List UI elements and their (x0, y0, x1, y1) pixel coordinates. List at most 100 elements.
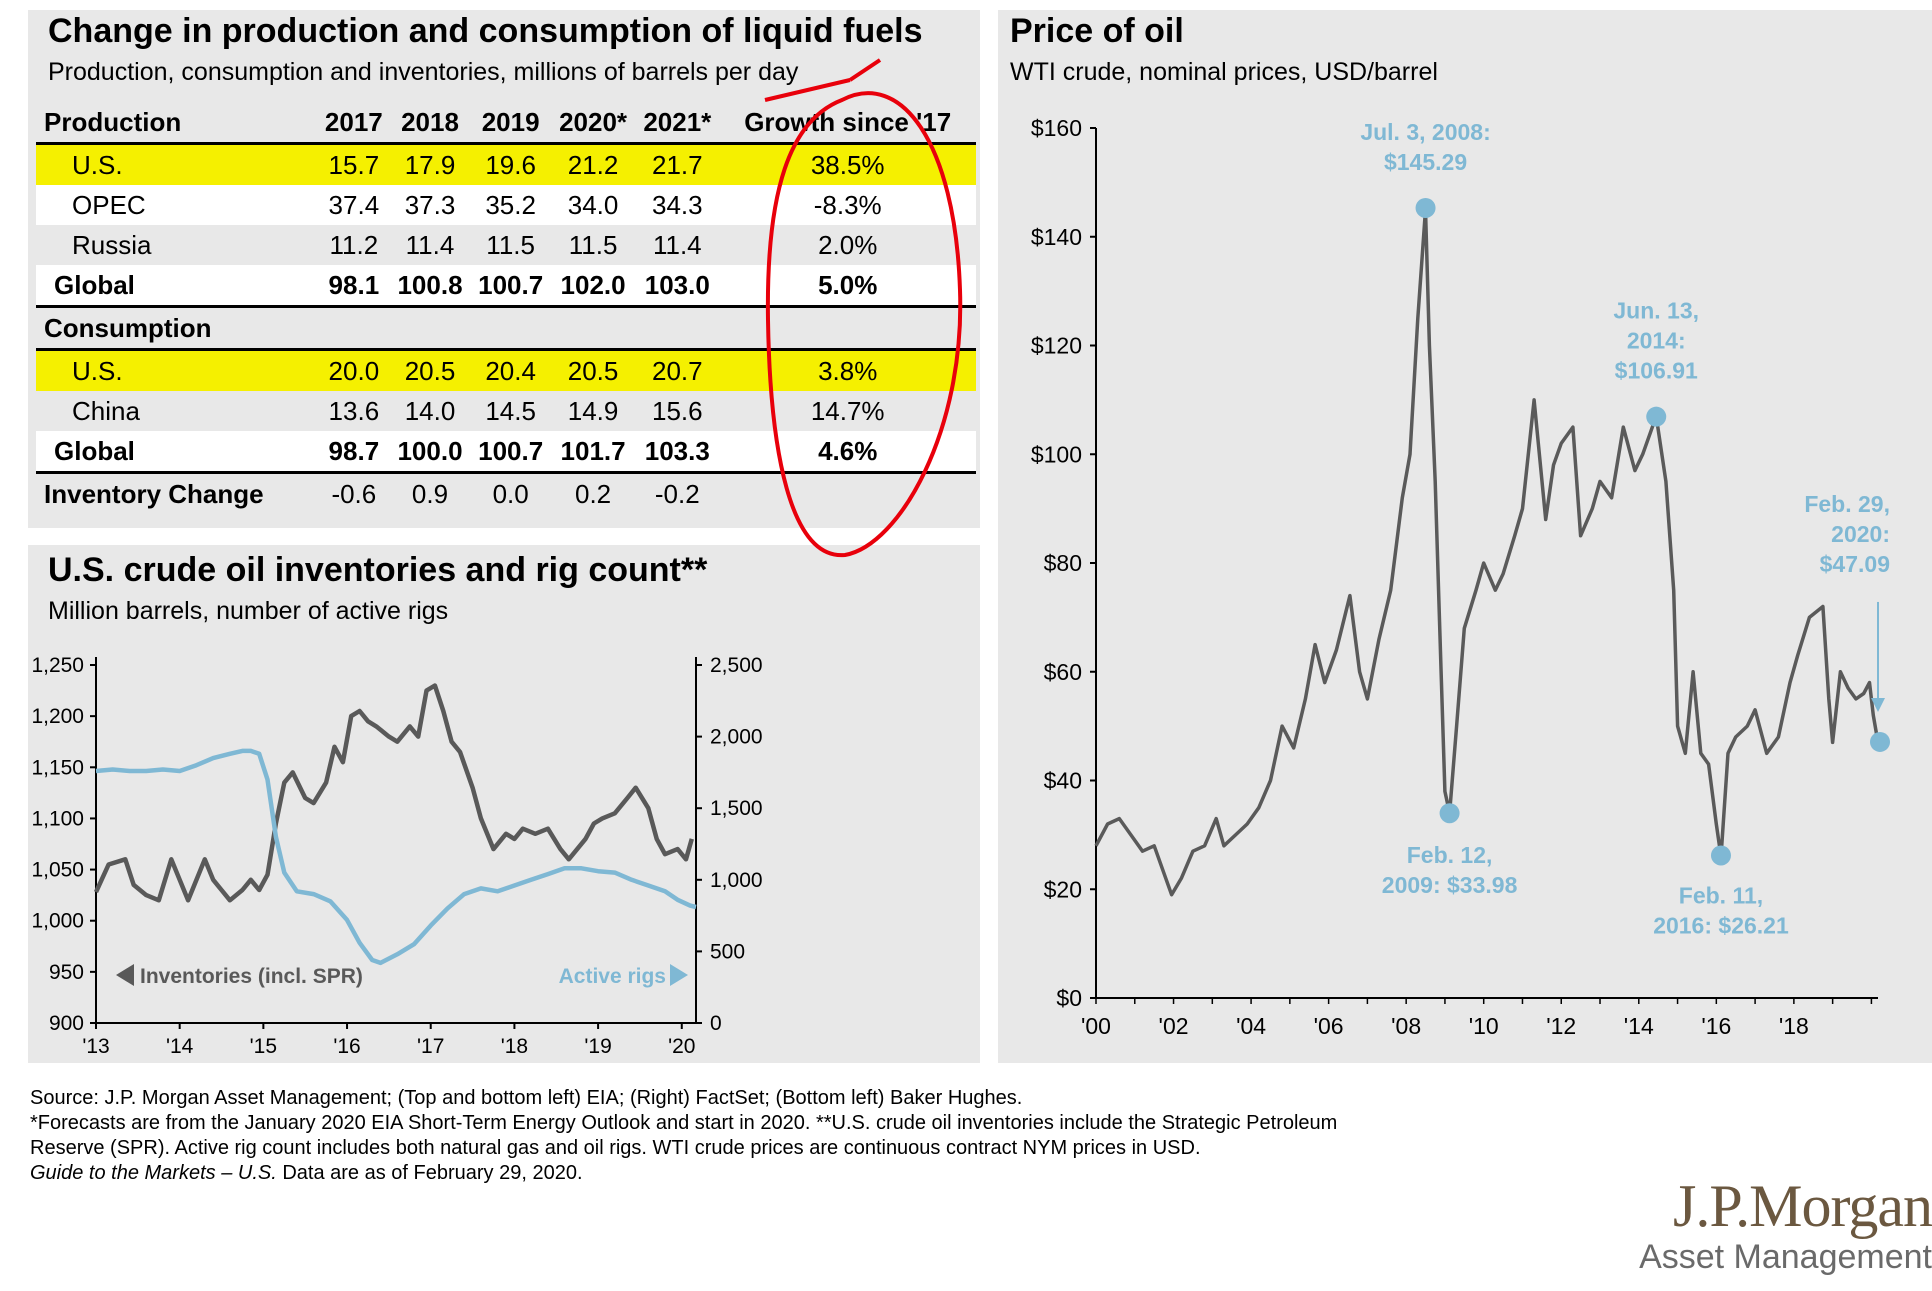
cell: 21.7 (635, 143, 720, 185)
cell (719, 473, 976, 515)
logo-subtitle: Asset Management (1639, 1238, 1932, 1276)
annotation-label: Jul. 3, 2008: (1360, 119, 1490, 145)
inventories-chart: 1,250 1,200 1,150 1,100 1,050 1,000 950 900 2,50… (31, 654, 763, 1058)
annotation-marker-dot (1439, 803, 1460, 824)
annotation-label: $47.09 (1820, 551, 1890, 577)
inventories-title: U.S. crude oil inventories and rig count… (48, 551, 708, 589)
row-label: China (72, 395, 140, 426)
annotation-arrow-head-icon (1871, 697, 1885, 712)
inventories-subtitle: Million barrels, number of active rigs (48, 597, 449, 625)
y-tick-label: $20 (1044, 876, 1082, 902)
header-2017: 2017 (318, 102, 390, 145)
cell: 14.9 (567, 395, 619, 426)
x-tick-label: '02 (1159, 1013, 1189, 1039)
cell: 20.0 (318, 349, 390, 391)
guide-title: Guide to the Markets – U.S. (30, 1162, 277, 1184)
right-tick-label: 1,000 (710, 869, 763, 892)
left-tick-label: 950 (49, 961, 84, 984)
cell: 11.5 (486, 229, 535, 260)
table-row: OPEC 37.4 37.3 35.2 34.0 34.3 -8.3% (36, 185, 976, 225)
x-tick-label: '12 (1546, 1013, 1576, 1039)
cell: 14.0 (404, 395, 456, 426)
header-2018: 2018 (389, 102, 471, 145)
x-tick-label: '16 (333, 1035, 360, 1058)
footnote-line: Guide to the Markets – U.S. Data are as … (30, 1161, 1610, 1186)
annotation-label: Feb. 12, (1407, 842, 1493, 868)
cell: 2.0% (818, 229, 878, 260)
left-arrow-icon (116, 964, 134, 986)
left-tick-label: 1,250 (31, 654, 84, 677)
cell: 11.4 (652, 229, 702, 260)
annotation-label: Jun. 13, (1613, 298, 1699, 324)
cell: 11.2 (329, 229, 379, 260)
footnote-line: *Forecasts are from the January 2020 EIA… (30, 1112, 1338, 1134)
cell: 17.9 (389, 143, 471, 185)
y-tick-label: $80 (1044, 550, 1082, 576)
x-tick-label: '15 (250, 1035, 277, 1058)
header-2021: 2021* (635, 102, 720, 145)
oil-title: Price of oil (1010, 12, 1184, 50)
x-tick-label: '04 (1236, 1013, 1266, 1039)
right-tick-label: 1,500 (710, 797, 763, 820)
inventory-change-row: Inventory Change -0.6 0.9 0.0 0.2 -0.2 (36, 473, 976, 515)
y-tick-label: $140 (1031, 224, 1082, 250)
cell: -8.3% (719, 185, 976, 225)
left-tick-label: 1,000 (31, 910, 84, 933)
cell: 21.2 (550, 143, 636, 185)
annotation-label: 2014: (1627, 328, 1686, 354)
x-tick-label: '20 (668, 1035, 695, 1058)
x-tick-label: '14 (1624, 1013, 1654, 1039)
oil-price-chart: $160 $140 $120 $100 $80 $60 $40 $20 $0'00 '02 '04 '… (1031, 115, 1890, 1039)
logo-wordmark: J.P.Morgan (1673, 1173, 1932, 1239)
footnote-line: Source: J.P. Morgan Asset Management; (T… (30, 1087, 1023, 1109)
x-tick-label: '10 (1469, 1013, 1499, 1039)
cell: 101.7 (550, 431, 636, 474)
footnote: Source: J.P. Morgan Asset Management; (T… (30, 1086, 1610, 1186)
cell: 5.0% (719, 265, 976, 308)
jpmorgan-logo: J.P.Morgan Asset Management (1620, 1175, 1932, 1277)
right-tick-label: 2,500 (710, 654, 763, 677)
y-tick-label: $0 (1056, 985, 1082, 1011)
header-growth: Growth since '17 (719, 102, 976, 145)
x-tick-label: '18 (1779, 1013, 1809, 1039)
left-tick-label: 1,200 (31, 705, 84, 728)
cell: 14.5 (485, 395, 536, 426)
cell: 20.5 (550, 349, 636, 391)
cell: 14.7% (810, 395, 885, 426)
x-tick-label: '08 (1391, 1013, 1421, 1039)
inventories-legend-label: Inventories (incl. SPR) (140, 965, 363, 988)
liquid-fuels-table: Production 2017 2018 2019 2020* 2021* Gr… (36, 102, 976, 514)
cell: 34.3 (635, 185, 720, 225)
cell: 38.5% (719, 143, 976, 185)
footnote-line: Reserve (SPR). Active rig count includes… (30, 1137, 1201, 1159)
cell: 100.0 (389, 431, 471, 474)
cell: -0.2 (654, 478, 700, 509)
table-row: China 13.6 14.0 14.5 14.9 15.6 14.7% (36, 391, 976, 431)
annotation-label: $145.29 (1384, 149, 1467, 175)
annotation-label: $106.91 (1615, 358, 1698, 384)
annotation-label: 2009: $33.98 (1382, 872, 1518, 898)
y-tick-label: $100 (1031, 441, 1082, 467)
table-title: Change in production and consumption of … (48, 12, 923, 50)
header-2019: 2019 (470, 102, 551, 145)
left-tick-label: 900 (49, 1012, 84, 1035)
cell: 37.4 (318, 185, 390, 225)
row-label: Inventory Change (44, 478, 264, 509)
oil-price-panel: Price of oil WTI crude, nominal prices, … (998, 10, 1932, 1063)
cell: 15.7 (318, 143, 390, 185)
y-tick-label: $60 (1044, 659, 1082, 685)
cell: 3.8% (719, 349, 976, 391)
x-tick-label: '14 (166, 1035, 194, 1058)
header-2020: 2020* (550, 102, 636, 145)
x-tick-label: '18 (501, 1035, 528, 1058)
table-subtitle: Production, consumption and inventories,… (48, 58, 799, 86)
cell: 103.3 (635, 431, 720, 474)
cell: 100.7 (470, 431, 551, 474)
cell: 4.6% (719, 431, 976, 474)
annotation-label: 2016: $26.21 (1653, 912, 1789, 938)
inventories-series-line (93, 683, 694, 903)
cell: 20.4 (470, 349, 551, 391)
row-label: U.S. (36, 143, 319, 185)
cell: 20.7 (635, 349, 720, 391)
table-row: U.S. 20.0 20.5 20.4 20.5 20.7 3.8% (36, 349, 976, 391)
